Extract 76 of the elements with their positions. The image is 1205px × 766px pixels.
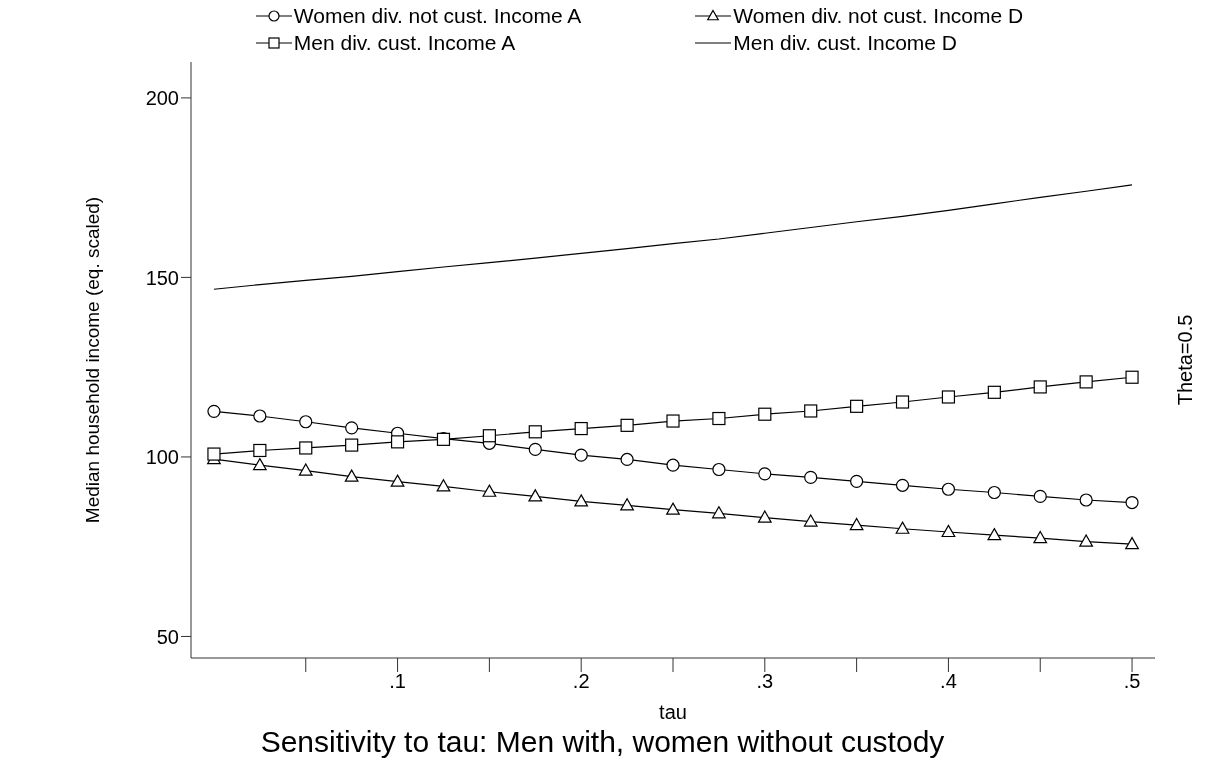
point — [895, 478, 910, 492]
point — [345, 421, 359, 435]
point — [1079, 375, 1093, 389]
point — [253, 409, 267, 423]
point — [758, 467, 772, 481]
point — [1125, 370, 1139, 384]
point — [252, 458, 267, 471]
point — [390, 474, 405, 487]
y-tick-label: 200 — [145, 87, 179, 109]
point — [390, 435, 405, 449]
point — [1079, 534, 1094, 547]
point — [666, 502, 680, 515]
legend-label: Women div. not cust. Income D — [733, 3, 1024, 29]
point — [344, 469, 359, 482]
point — [207, 404, 221, 418]
point — [941, 482, 956, 496]
point — [620, 418, 634, 432]
point — [712, 411, 726, 426]
point — [758, 407, 772, 421]
y-tick-label: 50 — [156, 625, 179, 648]
point — [941, 390, 956, 404]
point — [1079, 493, 1093, 507]
y-tick-label: 150 — [145, 266, 179, 289]
x-tick-label: .3 — [756, 670, 774, 693]
point — [987, 385, 1001, 399]
x-tick-label: .1 — [389, 670, 406, 693]
point — [987, 485, 1001, 500]
point — [482, 484, 497, 497]
point — [850, 399, 864, 413]
point — [941, 524, 956, 538]
point — [253, 443, 267, 458]
text: Sensitivity to tau: Men with, women without custody — [259, 724, 946, 760]
point — [620, 498, 634, 511]
y-tick-label: 100 — [145, 446, 179, 469]
legend-label: Men div. cust. Income A — [293, 30, 516, 56]
point — [528, 425, 542, 439]
point — [1033, 530, 1048, 544]
point — [1125, 495, 1139, 510]
point — [299, 415, 313, 429]
point — [803, 514, 818, 527]
point — [574, 421, 588, 436]
point — [298, 463, 313, 476]
point — [620, 452, 634, 467]
x-tick-label: .2 — [572, 670, 590, 693]
x-tick-label: .5 — [1123, 670, 1141, 693]
point — [345, 438, 359, 452]
point — [207, 447, 221, 461]
point — [712, 462, 726, 477]
point — [757, 510, 772, 523]
point — [849, 517, 864, 531]
point — [850, 474, 864, 488]
point — [987, 528, 1002, 541]
point — [482, 429, 496, 443]
line-series — [213, 184, 1133, 290]
y-axis-title: Median household income (eq. scaled) — [81, 196, 103, 524]
point — [1125, 536, 1139, 550]
legend-label: Men div. cust. Income D — [733, 30, 958, 56]
point — [299, 441, 313, 455]
point — [1033, 380, 1047, 394]
point — [804, 404, 818, 418]
point — [528, 442, 542, 456]
point — [895, 395, 910, 409]
point — [1033, 489, 1047, 504]
legend-label: Women div. not cust. Income A — [293, 3, 582, 29]
point — [712, 506, 726, 519]
point — [804, 470, 818, 485]
text: Theta=0.5 — [1173, 314, 1197, 406]
point — [895, 521, 910, 534]
x-axis-title: tau — [658, 700, 688, 724]
point — [436, 479, 451, 492]
point — [574, 448, 588, 462]
x-tick-label: .4 — [940, 670, 957, 693]
point — [666, 414, 680, 428]
point — [574, 494, 589, 507]
point — [528, 489, 543, 502]
point — [666, 458, 680, 472]
